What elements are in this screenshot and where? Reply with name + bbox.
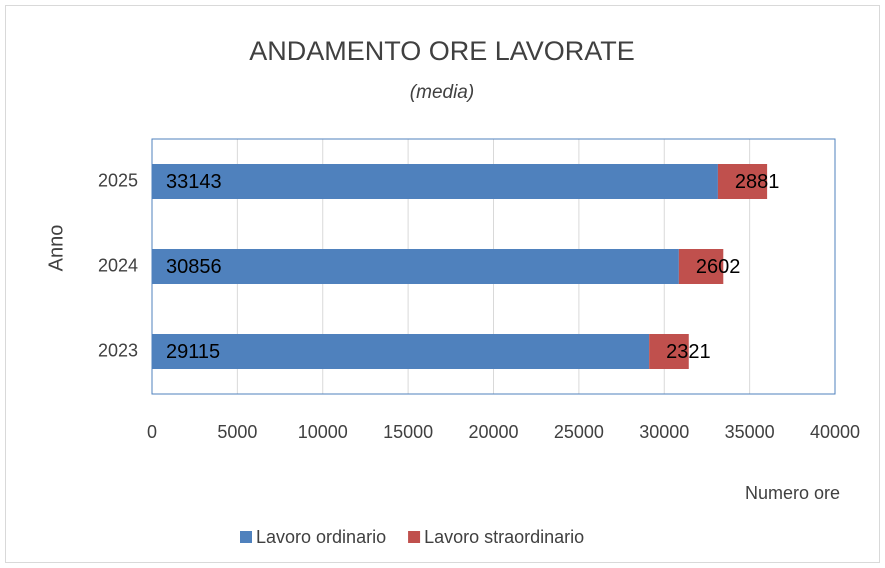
bar-segment [649, 334, 689, 369]
legend-label: Lavoro ordinario [256, 527, 386, 547]
chart-subtitle: (media) [410, 82, 474, 103]
x-tick-label: 10000 [298, 422, 348, 442]
y-tick-label: 2023 [98, 340, 138, 360]
legend-label: Lavoro straordinario [424, 527, 584, 547]
bar-segment [152, 249, 679, 284]
bar-segment [152, 164, 718, 199]
data-label: 2602 [696, 256, 741, 278]
x-tick-label: 0 [147, 422, 157, 442]
data-label: 33143 [166, 171, 222, 193]
y-axis-label: Anno [45, 225, 67, 272]
x-tick-label: 35000 [725, 422, 775, 442]
x-tick-label: 40000 [810, 422, 860, 442]
data-label: 30856 [166, 256, 222, 278]
bar-segment [678, 249, 724, 284]
bar-segment [717, 164, 768, 199]
chart-title: ANDAMENTO ORE LAVORATE [249, 36, 635, 66]
data-label: 2321 [666, 341, 711, 363]
x-axis-label: Numero ore [745, 483, 840, 503]
x-tick-label: 25000 [554, 422, 604, 442]
legend-swatch [240, 531, 252, 543]
x-tick-label: 5000 [217, 422, 257, 442]
data-label: 29115 [166, 341, 220, 363]
x-tick-label: 30000 [639, 422, 689, 442]
y-tick-label: 2024 [98, 255, 138, 275]
bar-segment [152, 334, 650, 369]
y-tick-label: 2025 [98, 170, 138, 190]
x-tick-label: 15000 [383, 422, 433, 442]
legend-swatch [408, 531, 421, 543]
data-label: 2881 [735, 171, 780, 193]
x-tick-label: 20000 [468, 422, 518, 442]
